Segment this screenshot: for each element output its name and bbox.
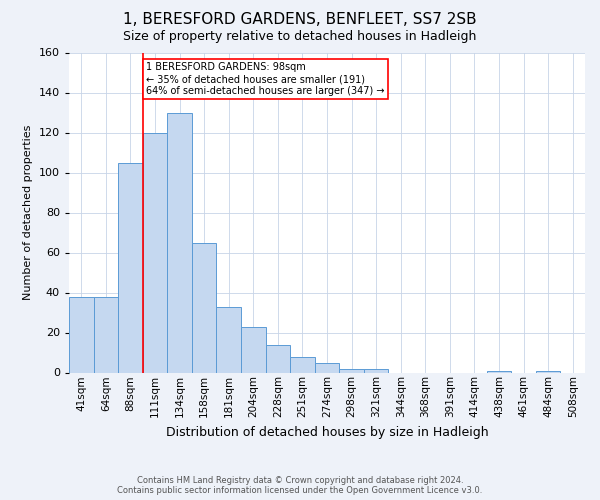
Bar [192, 242, 217, 372]
Bar [118, 162, 143, 372]
Bar [217, 306, 241, 372]
Text: Size of property relative to detached houses in Hadleigh: Size of property relative to detached ho… [124, 30, 476, 43]
X-axis label: Distribution of detached houses by size in Hadleigh: Distribution of detached houses by size … [166, 426, 488, 438]
Text: 1, BERESFORD GARDENS, BENFLEET, SS7 2SB: 1, BERESFORD GARDENS, BENFLEET, SS7 2SB [123, 12, 477, 28]
Bar [241, 326, 266, 372]
Bar [143, 132, 167, 372]
Bar [167, 112, 192, 372]
Bar [364, 368, 388, 372]
Text: Contains HM Land Registry data © Crown copyright and database right 2024.
Contai: Contains HM Land Registry data © Crown c… [118, 476, 482, 495]
Y-axis label: Number of detached properties: Number of detached properties [23, 125, 33, 300]
Bar [69, 296, 94, 372]
Bar [339, 368, 364, 372]
Bar [536, 370, 560, 372]
Bar [315, 362, 339, 372]
Bar [94, 296, 118, 372]
Bar [487, 370, 511, 372]
Bar [266, 344, 290, 372]
Text: 1 BERESFORD GARDENS: 98sqm
← 35% of detached houses are smaller (191)
64% of sem: 1 BERESFORD GARDENS: 98sqm ← 35% of deta… [146, 62, 385, 96]
Bar [290, 356, 315, 372]
